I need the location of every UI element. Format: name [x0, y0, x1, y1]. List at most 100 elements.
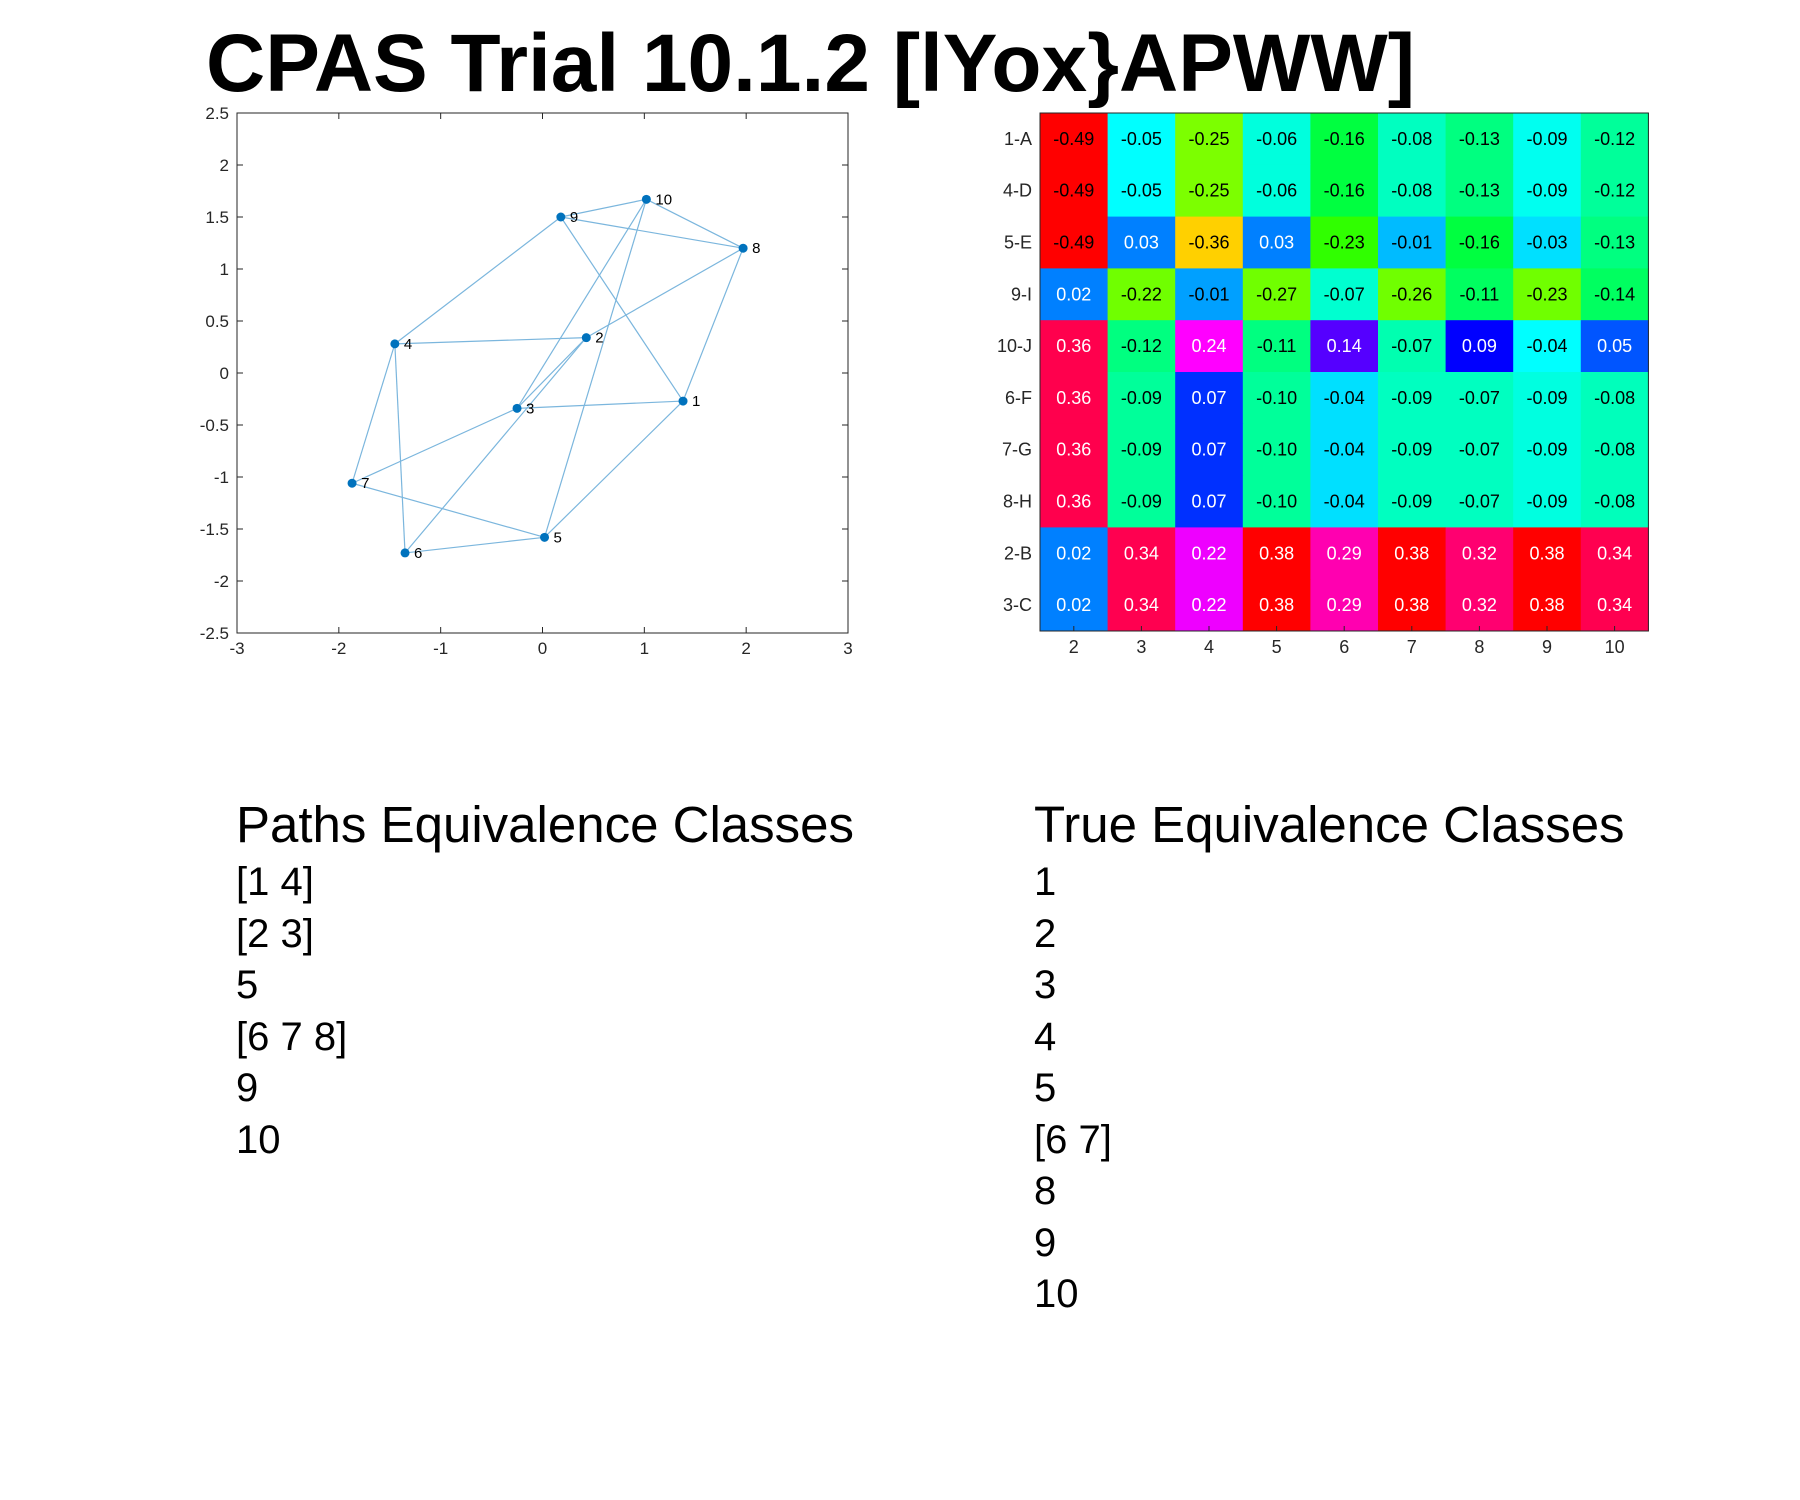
- y-tick-label: -1.5: [200, 520, 229, 539]
- heatmap-cell-value: 0.38: [1394, 595, 1429, 615]
- heatmap-cell: [1513, 216, 1582, 269]
- heatmap-cell: [1107, 164, 1176, 218]
- y-tick-label: -1: [214, 468, 229, 487]
- graph-edge: [517, 400, 684, 409]
- heatmap-cell-value: -0.09: [1526, 181, 1567, 201]
- paths-equivalence-item: [1 4]: [236, 860, 314, 904]
- heatmap-cell: [1445, 527, 1514, 580]
- heatmap-cell: [1175, 113, 1244, 166]
- heatmap-cell: [1378, 320, 1447, 373]
- heatmap-cell: [1310, 320, 1379, 373]
- heatmap-cell: [1242, 423, 1311, 477]
- heatmap-cell: [1378, 372, 1447, 425]
- graph-edge: [351, 482, 545, 538]
- heatmap-cell-value: 0.32: [1462, 543, 1497, 563]
- heatmap-cell: [1310, 527, 1379, 580]
- heatmap-cell: [1378, 216, 1447, 269]
- heatmap-cell: [1040, 372, 1109, 425]
- heatmap-cell-value: -0.22: [1121, 284, 1162, 304]
- heatmap-row-label: 8-H: [1003, 492, 1032, 512]
- paths-equivalence-item: [6 7 8]: [236, 1014, 348, 1059]
- heatmap-cell: [1445, 475, 1514, 528]
- heatmap-cell-value: -0.12: [1121, 336, 1162, 356]
- heatmap-cell: [1310, 216, 1379, 269]
- heatmap-chart: 1-A -0.49 -0.05 -0.25 -0.06 -0.16 -0.08 -0.13 -0…: [997, 112, 1649, 657]
- heatmap-cell: [1513, 268, 1582, 321]
- heatmap-cell-value: -0.09: [1391, 388, 1432, 408]
- graph-edge: [560, 216, 744, 249]
- heatmap-cell-value: 0.38: [1394, 543, 1429, 563]
- heatmap-cell: [1310, 113, 1379, 166]
- heatmap-cell-value: -0.10: [1256, 440, 1297, 460]
- heatmap-cell: [1242, 475, 1311, 528]
- heatmap-cell-value: -0.27: [1256, 284, 1297, 304]
- graph-node: [641, 194, 651, 204]
- heatmap-cell: [1175, 164, 1244, 218]
- x-tick-label: 3: [843, 639, 852, 658]
- heatmap-cell: [1580, 320, 1649, 373]
- heatmap-cell: [1445, 579, 1514, 632]
- graph-edge: [544, 400, 684, 538]
- heatmap-cell-value: 0.05: [1597, 336, 1632, 356]
- heatmap-cell-value: -0.09: [1121, 440, 1162, 460]
- true-equivalence-panel: True Equivalence Classes 1 2 3 4 5 [6 7] 8 9 10: [1034, 793, 1625, 1321]
- heatmap-cell-value: -0.11: [1460, 284, 1500, 304]
- heatmap-cell-value: -0.07: [1459, 492, 1500, 512]
- x-tick-label: -3: [229, 639, 244, 658]
- heatmap-cell: [1242, 268, 1311, 321]
- graph-edge: [351, 343, 396, 484]
- heatmap-cell: [1378, 113, 1447, 166]
- heatmap-cell-value: 0.36: [1056, 388, 1091, 408]
- heatmap-cell-value: -0.13: [1459, 181, 1500, 201]
- heatmap-cell-value: 0.38: [1529, 595, 1564, 615]
- heatmap-cell: [1445, 113, 1514, 166]
- graph-edge: [394, 216, 562, 345]
- heatmap-cell-value: 0.09: [1462, 336, 1497, 356]
- heatmap-cell-value: -0.10: [1256, 388, 1297, 408]
- heatmap-cell: [1107, 113, 1176, 166]
- heatmap-cell-value: -0.12: [1594, 129, 1635, 149]
- heatmap-cell: [1107, 268, 1176, 321]
- heatmap-cell-value: -0.25: [1188, 129, 1229, 149]
- heatmap-cell: [1107, 423, 1176, 477]
- heatmap-cell: [1242, 372, 1311, 425]
- heatmap-cell-value: -0.26: [1391, 284, 1432, 304]
- heatmap-cell: [1175, 268, 1244, 321]
- heatmap-cell: [1310, 372, 1379, 425]
- true-equivalence-item: 9: [1034, 1220, 1057, 1265]
- x-tick-label: -2: [331, 639, 346, 658]
- y-tick-label: 0.5: [205, 312, 229, 331]
- heatmap-cell-value: -0.13: [1594, 233, 1635, 253]
- graph-node: [512, 403, 522, 413]
- true-equivalence-item: 3: [1034, 963, 1057, 1007]
- graph-node: [390, 339, 400, 349]
- heatmap-row-label: 6-F: [1005, 388, 1032, 408]
- heatmap-column-label: 9: [1542, 637, 1552, 657]
- heatmap-cell: [1445, 268, 1514, 321]
- heatmap-cell-value: -0.09: [1121, 492, 1162, 512]
- heatmap-cell-value: -0.09: [1391, 492, 1432, 512]
- heatmap-cell: [1513, 527, 1582, 580]
- paths-equivalence-item: 9: [236, 1066, 259, 1110]
- heatmap-cell: [1580, 216, 1649, 269]
- heatmap-cell: [1580, 579, 1649, 632]
- graph-edge: [560, 198, 647, 218]
- graph-edge: [516, 337, 587, 409]
- graph-node-label: 10: [655, 191, 672, 208]
- heatmap-cell-value: -0.01: [1188, 284, 1229, 304]
- heatmap-column-label: 2: [1069, 637, 1079, 657]
- graph-edge: [682, 247, 744, 402]
- true-equivalence-item: 8: [1034, 1169, 1057, 1213]
- heatmap-cell-value: 0.22: [1191, 595, 1226, 615]
- heatmap-cell-value: 0.32: [1462, 595, 1497, 615]
- heatmap-cell: [1445, 423, 1514, 477]
- graph-node: [581, 333, 591, 343]
- graph-edge: [543, 199, 647, 538]
- heatmap-cell: [1107, 372, 1176, 425]
- heatmap-cell: [1242, 113, 1311, 166]
- heatmap-cell: [1580, 113, 1649, 166]
- heatmap-cell-value: -0.04: [1324, 440, 1365, 460]
- true-equivalence-item: 2: [1034, 911, 1057, 956]
- heatmap-cell-value: -0.08: [1594, 388, 1635, 408]
- heatmap-cell: [1513, 579, 1582, 632]
